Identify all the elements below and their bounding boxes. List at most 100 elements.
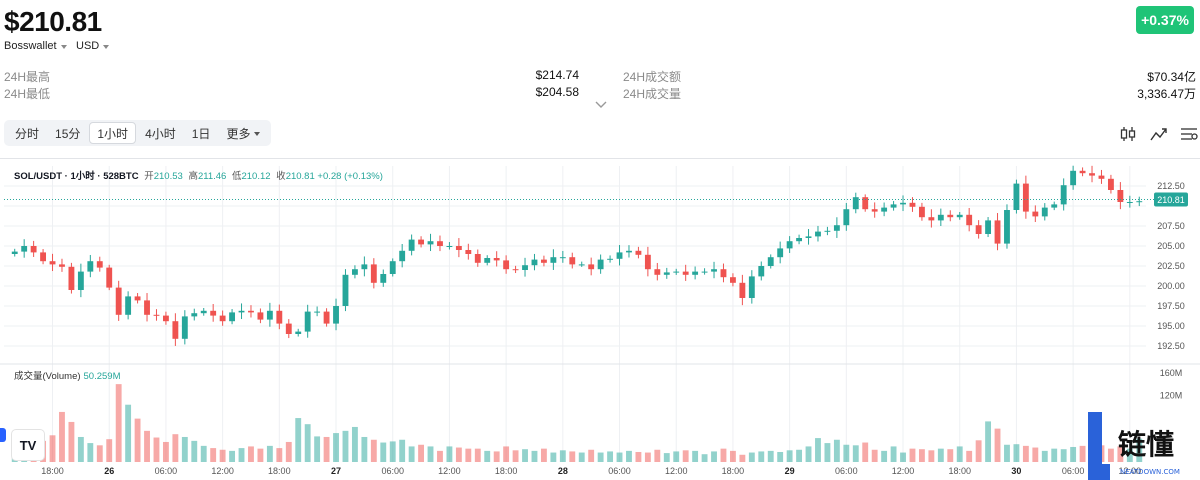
volume-bar bbox=[607, 451, 614, 462]
candle-body bbox=[276, 310, 283, 324]
candle-body bbox=[484, 258, 491, 263]
panel-toggle-tab[interactable] bbox=[0, 428, 6, 442]
candle-body bbox=[153, 314, 160, 316]
volume-bar bbox=[947, 449, 954, 462]
volume-bar bbox=[1079, 445, 1086, 462]
candle-body bbox=[767, 257, 774, 266]
candle-body bbox=[1117, 190, 1124, 202]
time-tick-label: 12:00 bbox=[438, 466, 461, 476]
watermark-logo: 链懂 NEATDOWN.COM bbox=[1088, 412, 1180, 480]
volume-bar bbox=[654, 449, 661, 462]
timeframe-more-button[interactable]: 更多 bbox=[219, 122, 267, 144]
timeframe-more-label: 更多 bbox=[226, 126, 251, 141]
candle-body bbox=[314, 311, 321, 313]
volume-bar bbox=[162, 441, 169, 462]
candle-body bbox=[739, 282, 746, 298]
volume-bar bbox=[928, 450, 935, 462]
price-chart[interactable]: 210.81 212.50 207.50 205.00 202.50 200.00 197.… bbox=[0, 158, 1200, 480]
volume-bar bbox=[635, 451, 642, 462]
volume-bar bbox=[758, 451, 765, 462]
volume-bar bbox=[881, 450, 888, 462]
volume-bar bbox=[323, 436, 330, 462]
volume-bar bbox=[408, 446, 415, 462]
candle-body bbox=[1079, 170, 1086, 174]
candle-body bbox=[947, 214, 954, 218]
volume-bar bbox=[786, 450, 793, 462]
time-tick-label: 18:00 bbox=[268, 466, 291, 476]
candle-body bbox=[607, 258, 614, 260]
candle-body bbox=[1041, 207, 1048, 217]
settings-sliders-icon[interactable] bbox=[1180, 126, 1198, 142]
candle-body bbox=[134, 296, 141, 301]
candle-body bbox=[540, 259, 547, 263]
candle-body bbox=[351, 269, 358, 275]
time-tick-label: 18:00 bbox=[41, 466, 64, 476]
timeframe-tab-1[interactable]: 15分 bbox=[55, 126, 81, 141]
candle-body bbox=[427, 241, 434, 245]
price-tick-label: 212.50 bbox=[1157, 181, 1185, 191]
volume-bar bbox=[900, 452, 906, 462]
time-tick-label: 06:00 bbox=[835, 466, 858, 476]
watermark-l-icon bbox=[1088, 412, 1110, 480]
currency-select[interactable]: USD bbox=[76, 40, 110, 52]
candle-body bbox=[805, 236, 812, 238]
current-price: $210.81 bbox=[4, 6, 102, 37]
candlestick-icon[interactable] bbox=[1119, 126, 1137, 142]
volume-bar bbox=[540, 448, 547, 462]
time-tick-label: 06:00 bbox=[608, 466, 631, 476]
time-tick-label: 29 bbox=[785, 466, 795, 476]
timeframe-tab-4[interactable]: 1日 bbox=[191, 126, 211, 141]
exchange-select[interactable]: Bosswallet bbox=[4, 40, 67, 52]
volume-bar bbox=[805, 446, 812, 462]
volume-bar bbox=[474, 448, 481, 462]
volume-bar bbox=[852, 445, 859, 462]
candle-body bbox=[890, 204, 897, 208]
candle-body bbox=[588, 264, 595, 270]
volume-bar bbox=[210, 448, 217, 462]
time-tick-label: 06:00 bbox=[155, 466, 178, 476]
time-tick-label: 30 bbox=[1011, 466, 1021, 476]
volume-bar bbox=[115, 384, 122, 462]
candle-body bbox=[181, 316, 188, 339]
candle-body bbox=[862, 197, 869, 210]
candle-body bbox=[115, 287, 122, 315]
candle-body bbox=[1098, 175, 1105, 179]
candle-body bbox=[125, 296, 132, 315]
volume-bar bbox=[1070, 446, 1077, 462]
candle-body bbox=[843, 209, 850, 226]
volume-bar bbox=[1013, 444, 1020, 462]
volume-bar bbox=[890, 446, 897, 462]
time-tick-label: 12:00 bbox=[1119, 466, 1142, 476]
candle-body bbox=[909, 202, 916, 207]
volume-bar bbox=[484, 450, 491, 462]
candle-body bbox=[304, 311, 311, 332]
volume-bar bbox=[512, 450, 519, 462]
volume-legend: 成交量(Volume) 50.259M bbox=[14, 368, 121, 382]
volume-bar bbox=[295, 418, 302, 462]
timeframe-tab-3[interactable]: 4小时 bbox=[145, 126, 176, 141]
volume-bar bbox=[833, 439, 840, 462]
low-value: $204.58 bbox=[535, 85, 579, 99]
volume-bar bbox=[937, 448, 944, 462]
volume-bar bbox=[985, 421, 992, 462]
candle-body bbox=[597, 259, 604, 270]
candle-body bbox=[994, 220, 1001, 244]
candle-body bbox=[796, 238, 803, 242]
volume-bar bbox=[59, 411, 65, 462]
price-tick-label: 200.00 bbox=[1157, 281, 1185, 291]
candle-body bbox=[786, 241, 793, 249]
chevron-down-icon[interactable] bbox=[595, 100, 607, 110]
indicators-icon[interactable] bbox=[1150, 126, 1168, 142]
volume-bar bbox=[918, 449, 925, 462]
candle-body bbox=[815, 231, 821, 237]
legend-low-label: 低 bbox=[231, 171, 242, 182]
candle-body bbox=[985, 220, 992, 234]
caret-down-icon bbox=[60, 44, 67, 49]
timeframe-tab-0[interactable]: 分时 bbox=[15, 126, 40, 141]
candle-body bbox=[248, 310, 254, 313]
timeframe-tab-2[interactable]: 1小时 bbox=[89, 122, 137, 144]
legend-close: 210.81 bbox=[285, 171, 315, 182]
candle-body bbox=[238, 310, 245, 313]
candle-body bbox=[626, 250, 632, 253]
volume-bar bbox=[701, 454, 708, 462]
